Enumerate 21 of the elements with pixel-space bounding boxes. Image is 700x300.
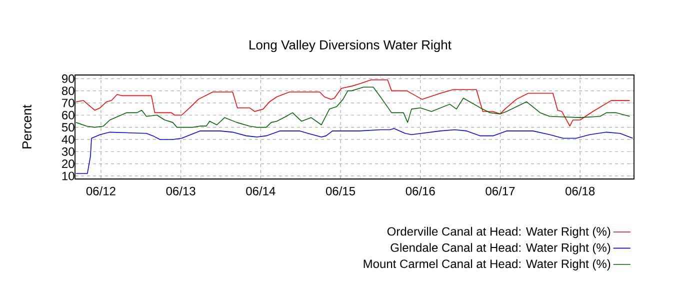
x-tick-label: 06/17 bbox=[486, 186, 515, 196]
y-tick-label: 20 bbox=[62, 160, 74, 168]
y-tick-label: 80 bbox=[62, 86, 74, 96]
x-tick-label: 06/16 bbox=[406, 186, 435, 196]
legend-label: Mount Carmel Canal at Head: Water Right (%) bbox=[364, 259, 610, 270]
y-tick-label: 10 bbox=[62, 172, 74, 180]
x-tick-label: 06/15 bbox=[326, 186, 356, 196]
legend-label: Orderville Canal at Head: Water Right (%) bbox=[387, 226, 610, 238]
y-tick-label: 30 bbox=[62, 147, 74, 156]
y-tick-label: 60 bbox=[62, 110, 74, 120]
y-tick-label: 40 bbox=[62, 135, 74, 144]
x-tick-label: 06/18 bbox=[566, 186, 595, 196]
y-tick-label: 90 bbox=[62, 74, 74, 83]
y-tick-label: 50 bbox=[62, 123, 74, 132]
y-axis-title: Percent bbox=[22, 104, 32, 148]
chart-title: Long Valley Diversions Water Right bbox=[250, 40, 452, 52]
y-tick-label: 70 bbox=[62, 98, 74, 108]
x-tick-label: 06/14 bbox=[246, 186, 276, 196]
legend-label: Glendale Canal at Head: Water Right (%) bbox=[390, 243, 610, 254]
x-tick-label: 06/13 bbox=[166, 186, 196, 196]
x-tick-label: 06/12 bbox=[86, 186, 116, 196]
